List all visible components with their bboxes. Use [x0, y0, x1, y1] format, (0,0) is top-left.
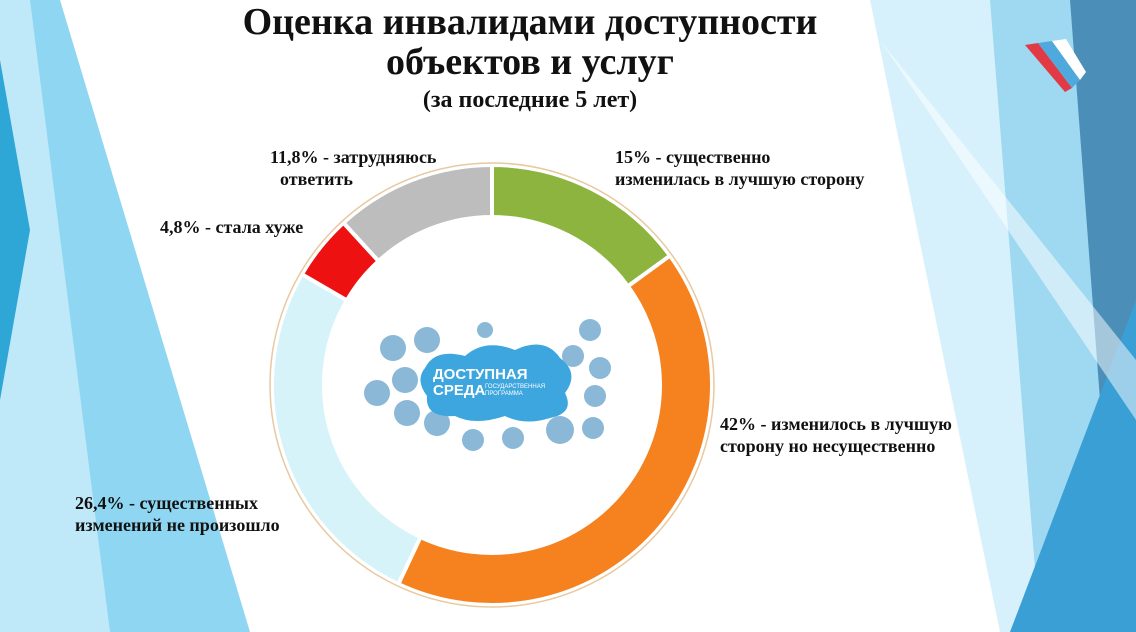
- slice-label: 11,8% - затрудняюсь ответить: [270, 146, 436, 190]
- slice-label-line: изменений не произошло: [75, 515, 280, 535]
- donut-outline: [269, 162, 715, 608]
- emblem-line-2: СРЕДА: [433, 382, 486, 399]
- slice-label-line: изменилась в лучшую сторону: [615, 169, 865, 189]
- slice-label-line: ответить: [280, 169, 353, 189]
- chart-title-line-2: объектов и услуг: [386, 41, 674, 83]
- right-decor-line: [880, 40, 1136, 420]
- dostupnaya-sreda-emblem: ДОСТУПНАЯ СРЕДА ГОСУДАРСТВЕННАЯ ПРОГРАММ…: [355, 318, 625, 458]
- slice-label-line: 26,4% - существенных: [75, 493, 258, 513]
- emblem-line-1: ДОСТУПНАЯ: [433, 366, 528, 383]
- slice-label-line: 11,8% - затрудняюсь: [270, 147, 437, 167]
- emblem-sub-2: ПРОГРАММА: [485, 391, 523, 397]
- onf-logo: [1025, 39, 1086, 92]
- left-decor-dark: [0, 60, 30, 400]
- slice-label: 4,8% - стала хуже: [160, 216, 303, 238]
- chart-title-line-1: Оценка инвалидами доступности: [242, 1, 818, 43]
- slice-label-line: сторону но несущественно: [720, 436, 936, 456]
- right-decor-blue: [1010, 300, 1136, 632]
- donut-slice: [340, 162, 494, 264]
- emblem-sub-1: ГОСУДАРСТВЕННАЯ: [485, 384, 546, 390]
- slice-label-line: 4,8% - стала хуже: [160, 217, 304, 237]
- left-decor-triangle-light: [0, 0, 110, 632]
- donut-slice: [395, 252, 714, 607]
- slice-label: 42% - изменилось в лучшую сторону но несу…: [720, 413, 952, 457]
- slice-label: 15% - существенно изменилась в лучшую сто…: [615, 146, 864, 190]
- slice-label-line: 42% - изменилось в лучшую: [720, 414, 952, 434]
- chart-subtitle: (за последние 5 лет): [422, 87, 638, 113]
- slice-label-line: 15% - существенно: [615, 147, 771, 167]
- slice-label: 26,4% - существенных изменений не произош…: [75, 492, 280, 536]
